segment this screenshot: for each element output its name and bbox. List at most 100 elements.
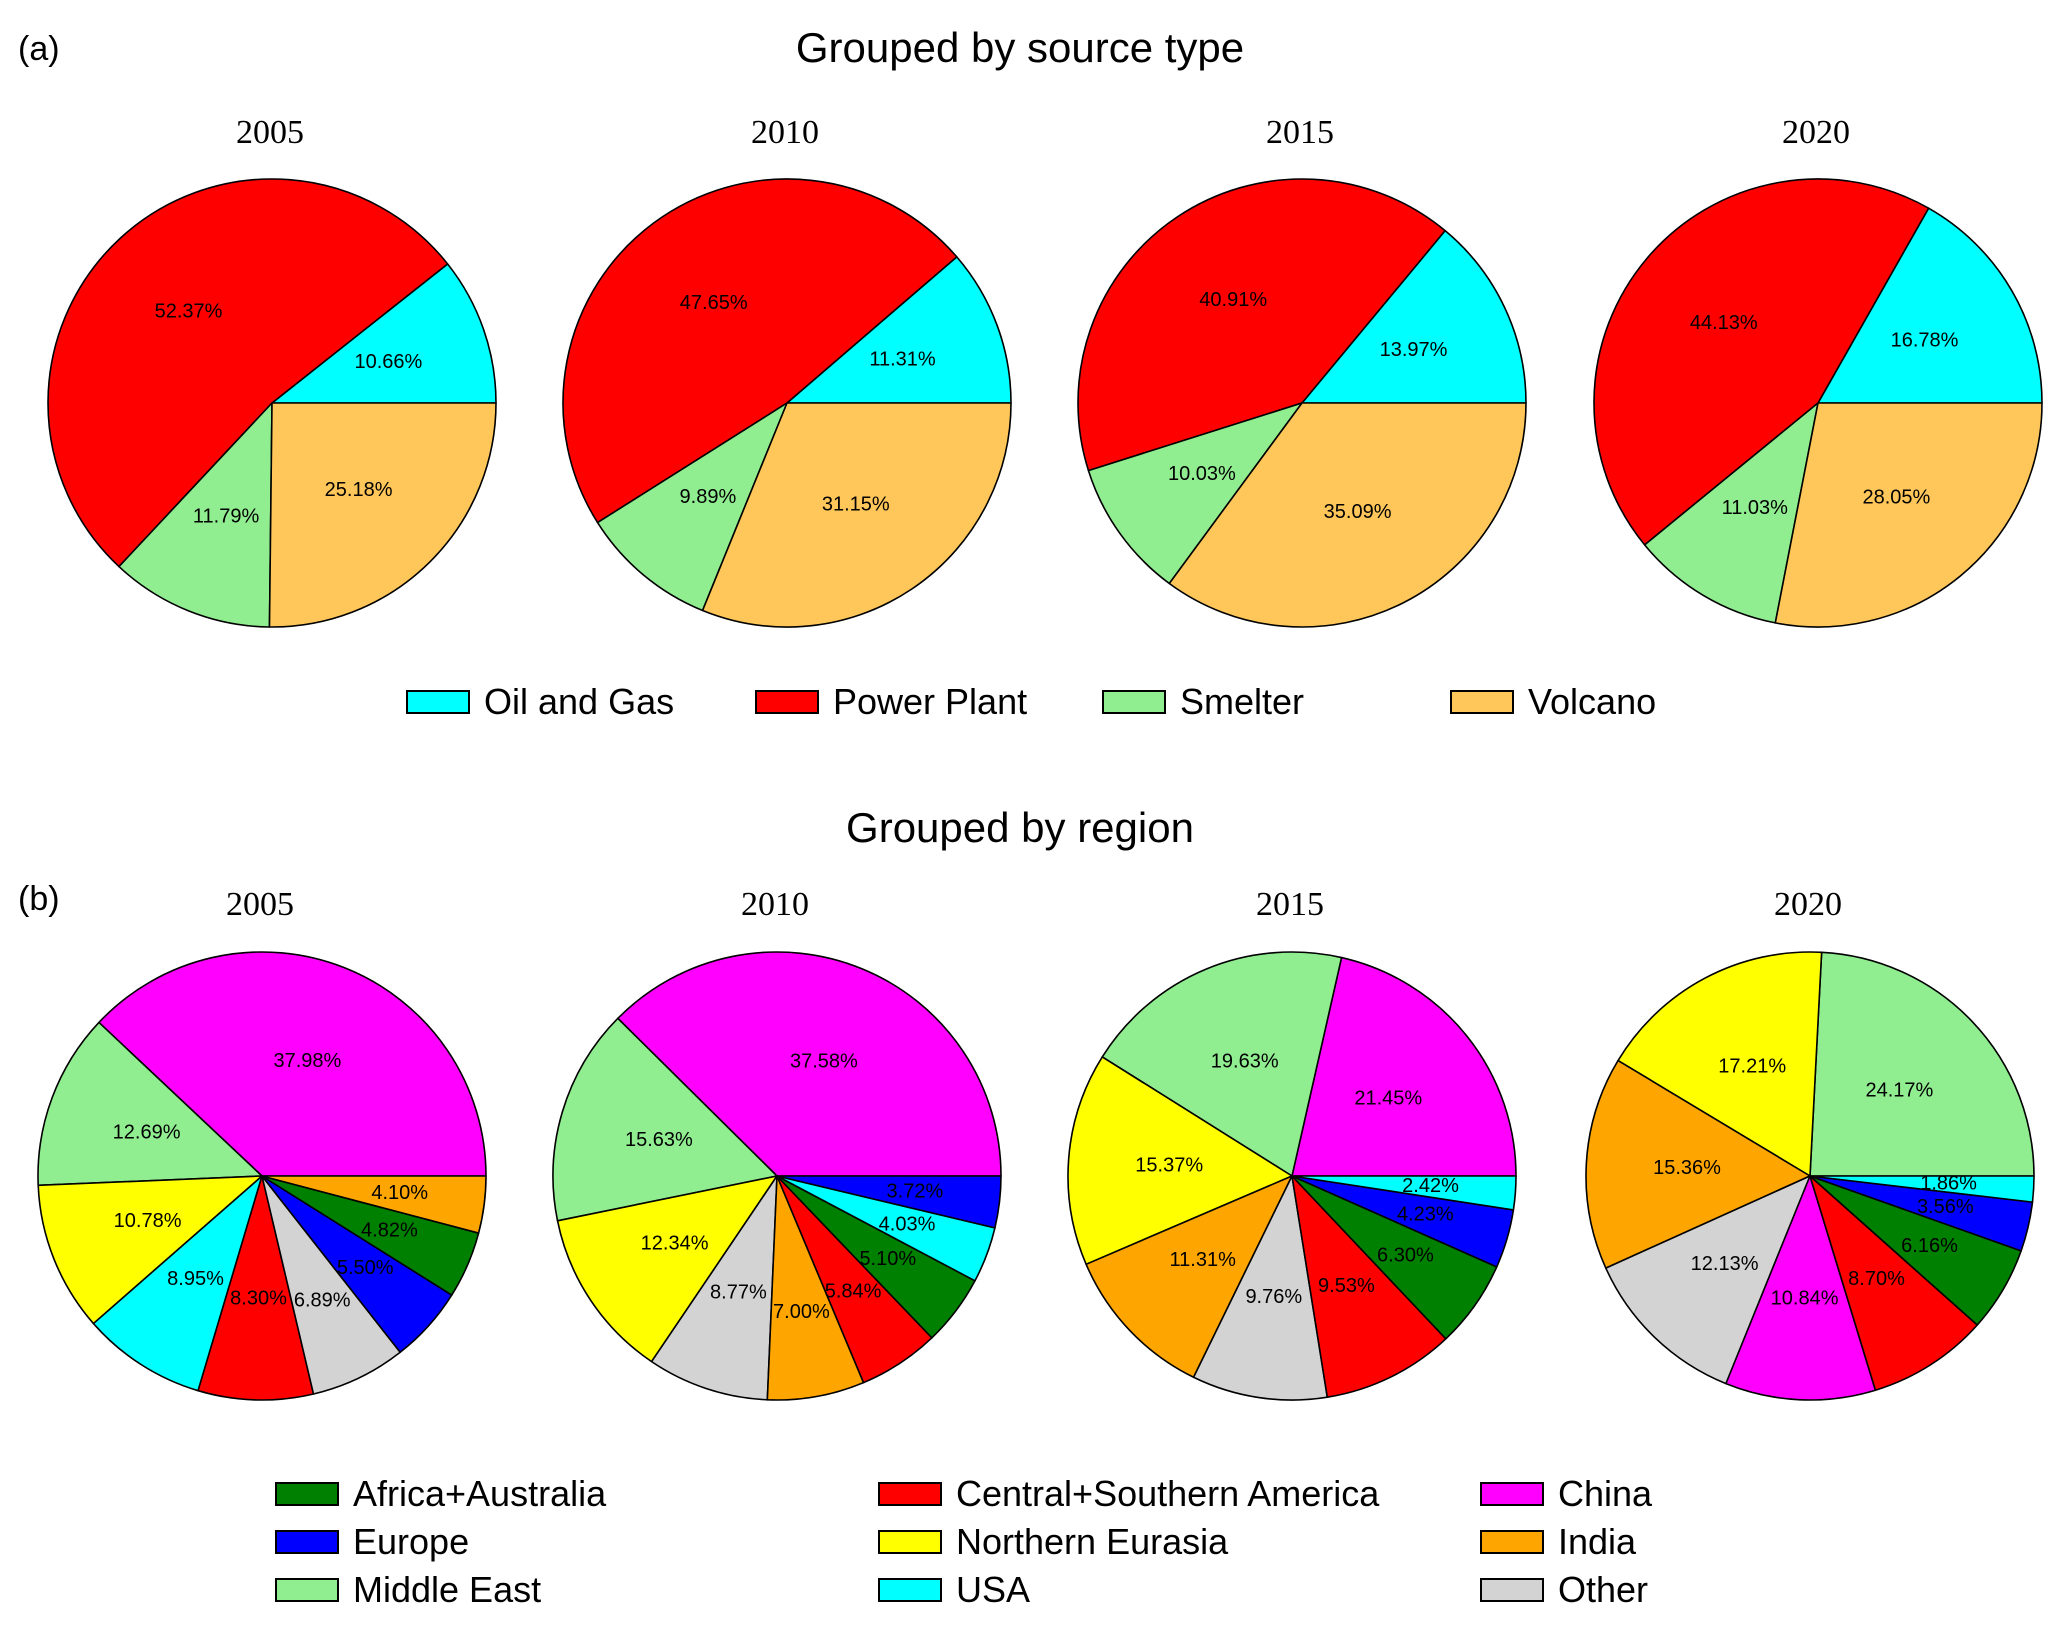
pie-slice-other: [1192, 1175, 1329, 1401]
legend-label: Smelter: [1180, 681, 1305, 722]
pie-slice-northern-eurasia: [556, 1175, 778, 1363]
pie-slice-smelter: [118, 402, 273, 628]
pie-slice-label-india: 11.31%: [1170, 1249, 1237, 1271]
pie-slice-label-oil-and-gas: 11.31%: [869, 348, 936, 370]
pie-slice-label-other: 6.89%: [294, 1289, 351, 1311]
legend-swatch-power-plant: [755, 690, 819, 714]
pie-slice-smelter: [1087, 402, 1303, 585]
chart-title-a-2010: 2010: [751, 114, 819, 151]
pie-slice-china: [1291, 956, 1517, 1177]
pie-slice-label-smelter: 10.03%: [1168, 463, 1236, 485]
pie-slice-label-central-southern-america: 5.84%: [825, 1280, 882, 1302]
legend-item-africa-australia: Africa+Australia: [275, 1473, 606, 1514]
pie-slice-volcano: [268, 402, 497, 628]
legend-label: Power Plant: [833, 681, 1028, 722]
legend-item-oil-and-gas: Oil and Gas: [406, 681, 674, 722]
pie-chart-a-2020: 16.78% 44.13% 11.03% 28.05%: [1593, 178, 2043, 628]
legend-item-central-southern-america: Central+Southern America: [878, 1473, 1379, 1514]
pie-slice-volcano: [1168, 402, 1527, 628]
chart-title-a-2020: 2020: [1782, 114, 1850, 151]
legend-swatch-other: [1480, 1578, 1544, 1602]
legend-swatch-central-southern-america: [878, 1482, 942, 1506]
chart-title-a-2005: 2005: [236, 114, 304, 151]
pie-slice-smelter: [596, 402, 788, 612]
pie-slice-label-india: 15.36%: [1653, 1157, 1721, 1179]
legend-label: Northern Eurasia: [956, 1521, 1229, 1562]
pie-slice-label-central-southern-america: 8.70%: [1848, 1268, 1905, 1290]
legend-swatch-usa: [878, 1578, 942, 1602]
legend-item-volcano: Volcano: [1450, 681, 1656, 722]
pie-slice-label-china: 10.84%: [1771, 1287, 1839, 1309]
pie-slice-power-plant: [1077, 178, 1446, 472]
pie-slice-label-africa-australia: 6.16%: [1901, 1235, 1958, 1257]
pie-slice-usa: [1291, 1175, 1517, 1211]
pie-slice-power-plant: [47, 178, 449, 568]
legend-label: Europe: [353, 1521, 470, 1562]
pie-slice-label-usa: 2.42%: [1402, 1175, 1459, 1197]
pie-slice-smelter: [1643, 402, 1819, 624]
pie-slice-china: [98, 951, 487, 1177]
pie-slice-label-smelter: 11.03%: [1722, 497, 1789, 519]
pie-slice-label-central-southern-america: 9.53%: [1318, 1275, 1375, 1297]
legend-label: Middle East: [353, 1569, 542, 1610]
pie-slice-label-china: 37.98%: [273, 1050, 341, 1072]
pie-slice-label-usa: 1.86%: [1920, 1172, 1977, 1194]
legend-swatch-smelter: [1102, 690, 1166, 714]
section-title-source-type: Grouped by source type: [795, 24, 1245, 71]
pie-slice-label-other: 9.76%: [1245, 1286, 1302, 1308]
pie-slice-middle-east: [37, 1021, 263, 1187]
pie-slice-label-oil-and-gas: 13.97%: [1380, 339, 1448, 361]
pie-slice-label-europe: 5.50%: [337, 1257, 394, 1279]
legend-item-india: India: [1480, 1521, 1636, 1562]
pie-slice-label-middle-east: 19.63%: [1211, 1050, 1279, 1072]
legend-item-china: China: [1480, 1473, 1652, 1514]
pie-slice-middle-east: [552, 1017, 778, 1222]
pie-slice-label-europe: 4.23%: [1397, 1203, 1454, 1225]
legend-swatch-oil-and-gas: [406, 690, 470, 714]
pie-slice-label-volcano: 35.09%: [1324, 501, 1392, 523]
pie-slice-oil-and-gas: [1817, 207, 2043, 404]
pie-slice-label-africa-australia: 6.30%: [1377, 1244, 1434, 1266]
legend-item-europe: Europe: [275, 1521, 470, 1562]
panel-label-b: (b): [18, 880, 60, 918]
pie-slice-india: [1085, 1175, 1293, 1379]
pie-chart-a-2005: 10.66% 52.37% 11.79% 25.18%: [47, 178, 497, 628]
chart-title-b-2015: 2015: [1256, 886, 1324, 923]
pie-chart-b-2020: 24.17% 17.21% 15.36% 12.13% 10.84% 8.70% 6.16%…: [1585, 951, 2035, 1401]
pie-slice-label-smelter: 9.89%: [680, 486, 737, 508]
legend-label: Other: [1558, 1569, 1649, 1610]
pie-slice-india: [261, 1175, 487, 1234]
pie-slice-volcano: [1774, 402, 2043, 628]
chart-title-b-2010: 2010: [741, 886, 809, 923]
pie-slice-middle-east: [1809, 951, 2035, 1177]
legend-swatch-northern-eurasia: [878, 1530, 942, 1554]
pie-slice-label-europe: 3.72%: [887, 1180, 944, 1202]
pie-slice-label-northern-eurasia: 15.37%: [1135, 1155, 1203, 1177]
pie-chart-b-2010: 37.58% 15.63% 12.34% 8.77% 7.00%5.84% 5.10% 4.…: [552, 951, 1002, 1401]
legend-swatch-middle-east: [275, 1578, 339, 1602]
pie-slice-oil-and-gas: [271, 263, 497, 404]
pie-slice-power-plant: [562, 178, 958, 524]
pie-slice-label-volcano: 31.15%: [822, 493, 890, 515]
pie-slice-label-northern-eurasia: 10.78%: [114, 1210, 182, 1232]
pie-slice-label-middle-east: 12.69%: [113, 1121, 181, 1143]
pie-chart-a-2010: 11.31% 47.65% 9.89% 31.15%: [562, 178, 1012, 628]
legend-swatch-india: [1480, 1530, 1544, 1554]
pie-slice-volcano: [701, 402, 1012, 628]
pie-slice-northern-eurasia: [1617, 951, 1823, 1177]
pie-slice-other: [650, 1175, 778, 1401]
pie-chart-b-2015: 21.45% 19.63% 15.37% 11.31% 9.76% 9.53%6.30% 4…: [1067, 951, 1517, 1401]
pie-chart-a-2015: 13.97% 40.91% 10.03% 35.09%: [1077, 178, 1527, 628]
pie-slice-northern-eurasia: [37, 1175, 263, 1325]
section-title-region: Grouped by region: [846, 804, 1194, 851]
pie-slice-label-volcano: 25.18%: [325, 479, 393, 501]
chart-title-b-2005: 2005: [226, 886, 294, 923]
legend-item-middle-east: Middle East: [275, 1569, 542, 1610]
pie-slice-usa: [92, 1175, 263, 1392]
legend-label: USA: [956, 1569, 1031, 1610]
pie-slice-northern-eurasia: [1067, 1056, 1293, 1266]
chart-title-b-2020: 2020: [1774, 886, 1842, 923]
legend-swatch-africa-australia: [275, 1482, 339, 1506]
pie-slice-label-other: 8.77%: [710, 1281, 767, 1303]
pie-slice-middle-east: [1101, 951, 1343, 1177]
